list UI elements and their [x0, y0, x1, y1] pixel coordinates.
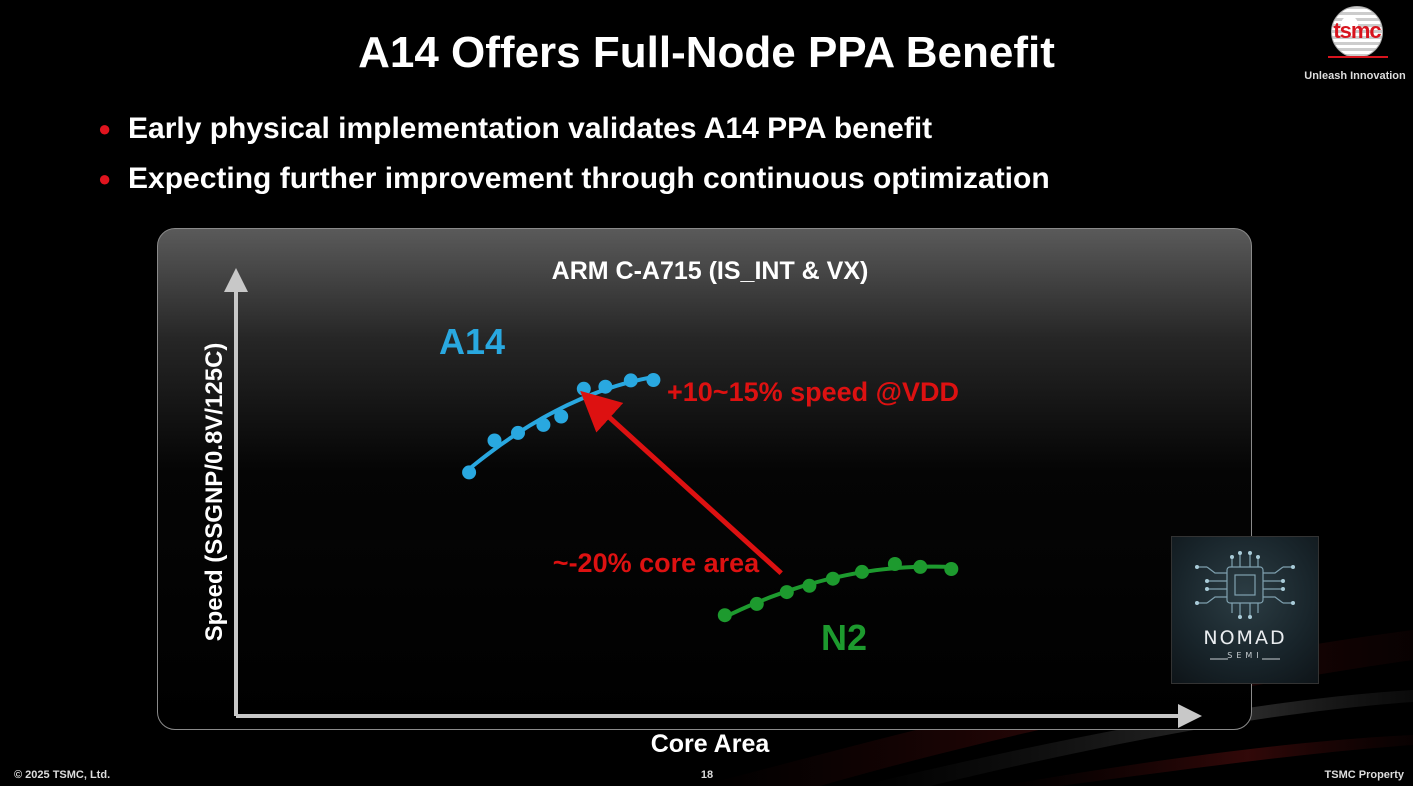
logo-text: tsmc [1333, 18, 1381, 43]
tsmc-logo: tsmc Unleash Innovation [1300, 4, 1410, 84]
bullet-text: Early physical implementation validates … [128, 112, 933, 145]
data-point-n2 [779, 585, 794, 600]
data-point-n2 [749, 596, 764, 611]
area-annotation: ~-20% core area [553, 548, 760, 578]
data-point-n2 [802, 578, 817, 593]
data-point-a14 [462, 465, 477, 480]
bullet-icon: ● [98, 116, 112, 141]
logo-tagline: Unleash Innovation [1304, 70, 1406, 82]
watermark-sub: SEMI [1227, 651, 1263, 660]
bullet-icon: ● [98, 166, 112, 191]
series-label-a14: A14 [439, 321, 505, 362]
property-footer: TSMC Property [1324, 769, 1404, 781]
data-point-a14 [511, 425, 525, 440]
data-point-n2 [717, 608, 732, 623]
data-point-a14 [646, 373, 661, 387]
data-point-a14 [576, 381, 591, 396]
data-point-n2 [944, 562, 959, 576]
bullet-text: Expecting further improvement through co… [128, 162, 1050, 195]
watermark-name: NOMAD [1203, 627, 1287, 649]
data-point-a14 [554, 409, 569, 424]
page-number: 18 [700, 769, 714, 781]
logo-underline [1328, 56, 1388, 58]
data-point-n2 [887, 557, 902, 571]
data-point-n2 [825, 571, 840, 586]
speed-annotation: +10~15% speed @VDD [667, 377, 959, 407]
x-axis-label: Core Area [651, 730, 771, 758]
data-point-a14 [598, 379, 613, 394]
improvement-arrow [580, 390, 783, 576]
data-point-a14 [623, 373, 638, 388]
data-point-n2 [913, 559, 928, 574]
nomad-semi-watermark: NOMAD SEMI [1171, 536, 1319, 684]
chip-circuit-icon [1195, 551, 1295, 660]
series-label-n2: N2 [821, 617, 867, 658]
chart-title: ARM C-A715 (IS_INT & VX) [552, 257, 869, 285]
data-point-n2 [855, 564, 869, 579]
series-trendline-a14 [467, 375, 654, 471]
slide-title: A14 Offers Full-Node PPA Benefit [358, 28, 1055, 77]
data-point-a14 [487, 433, 502, 448]
copyright-footer: © 2025 TSMC, Ltd. [14, 769, 111, 781]
y-axis-label: Speed (SSGNP/0.8V/125C) [201, 343, 228, 642]
chart-panel [157, 228, 1252, 730]
data-point-a14 [536, 417, 551, 432]
